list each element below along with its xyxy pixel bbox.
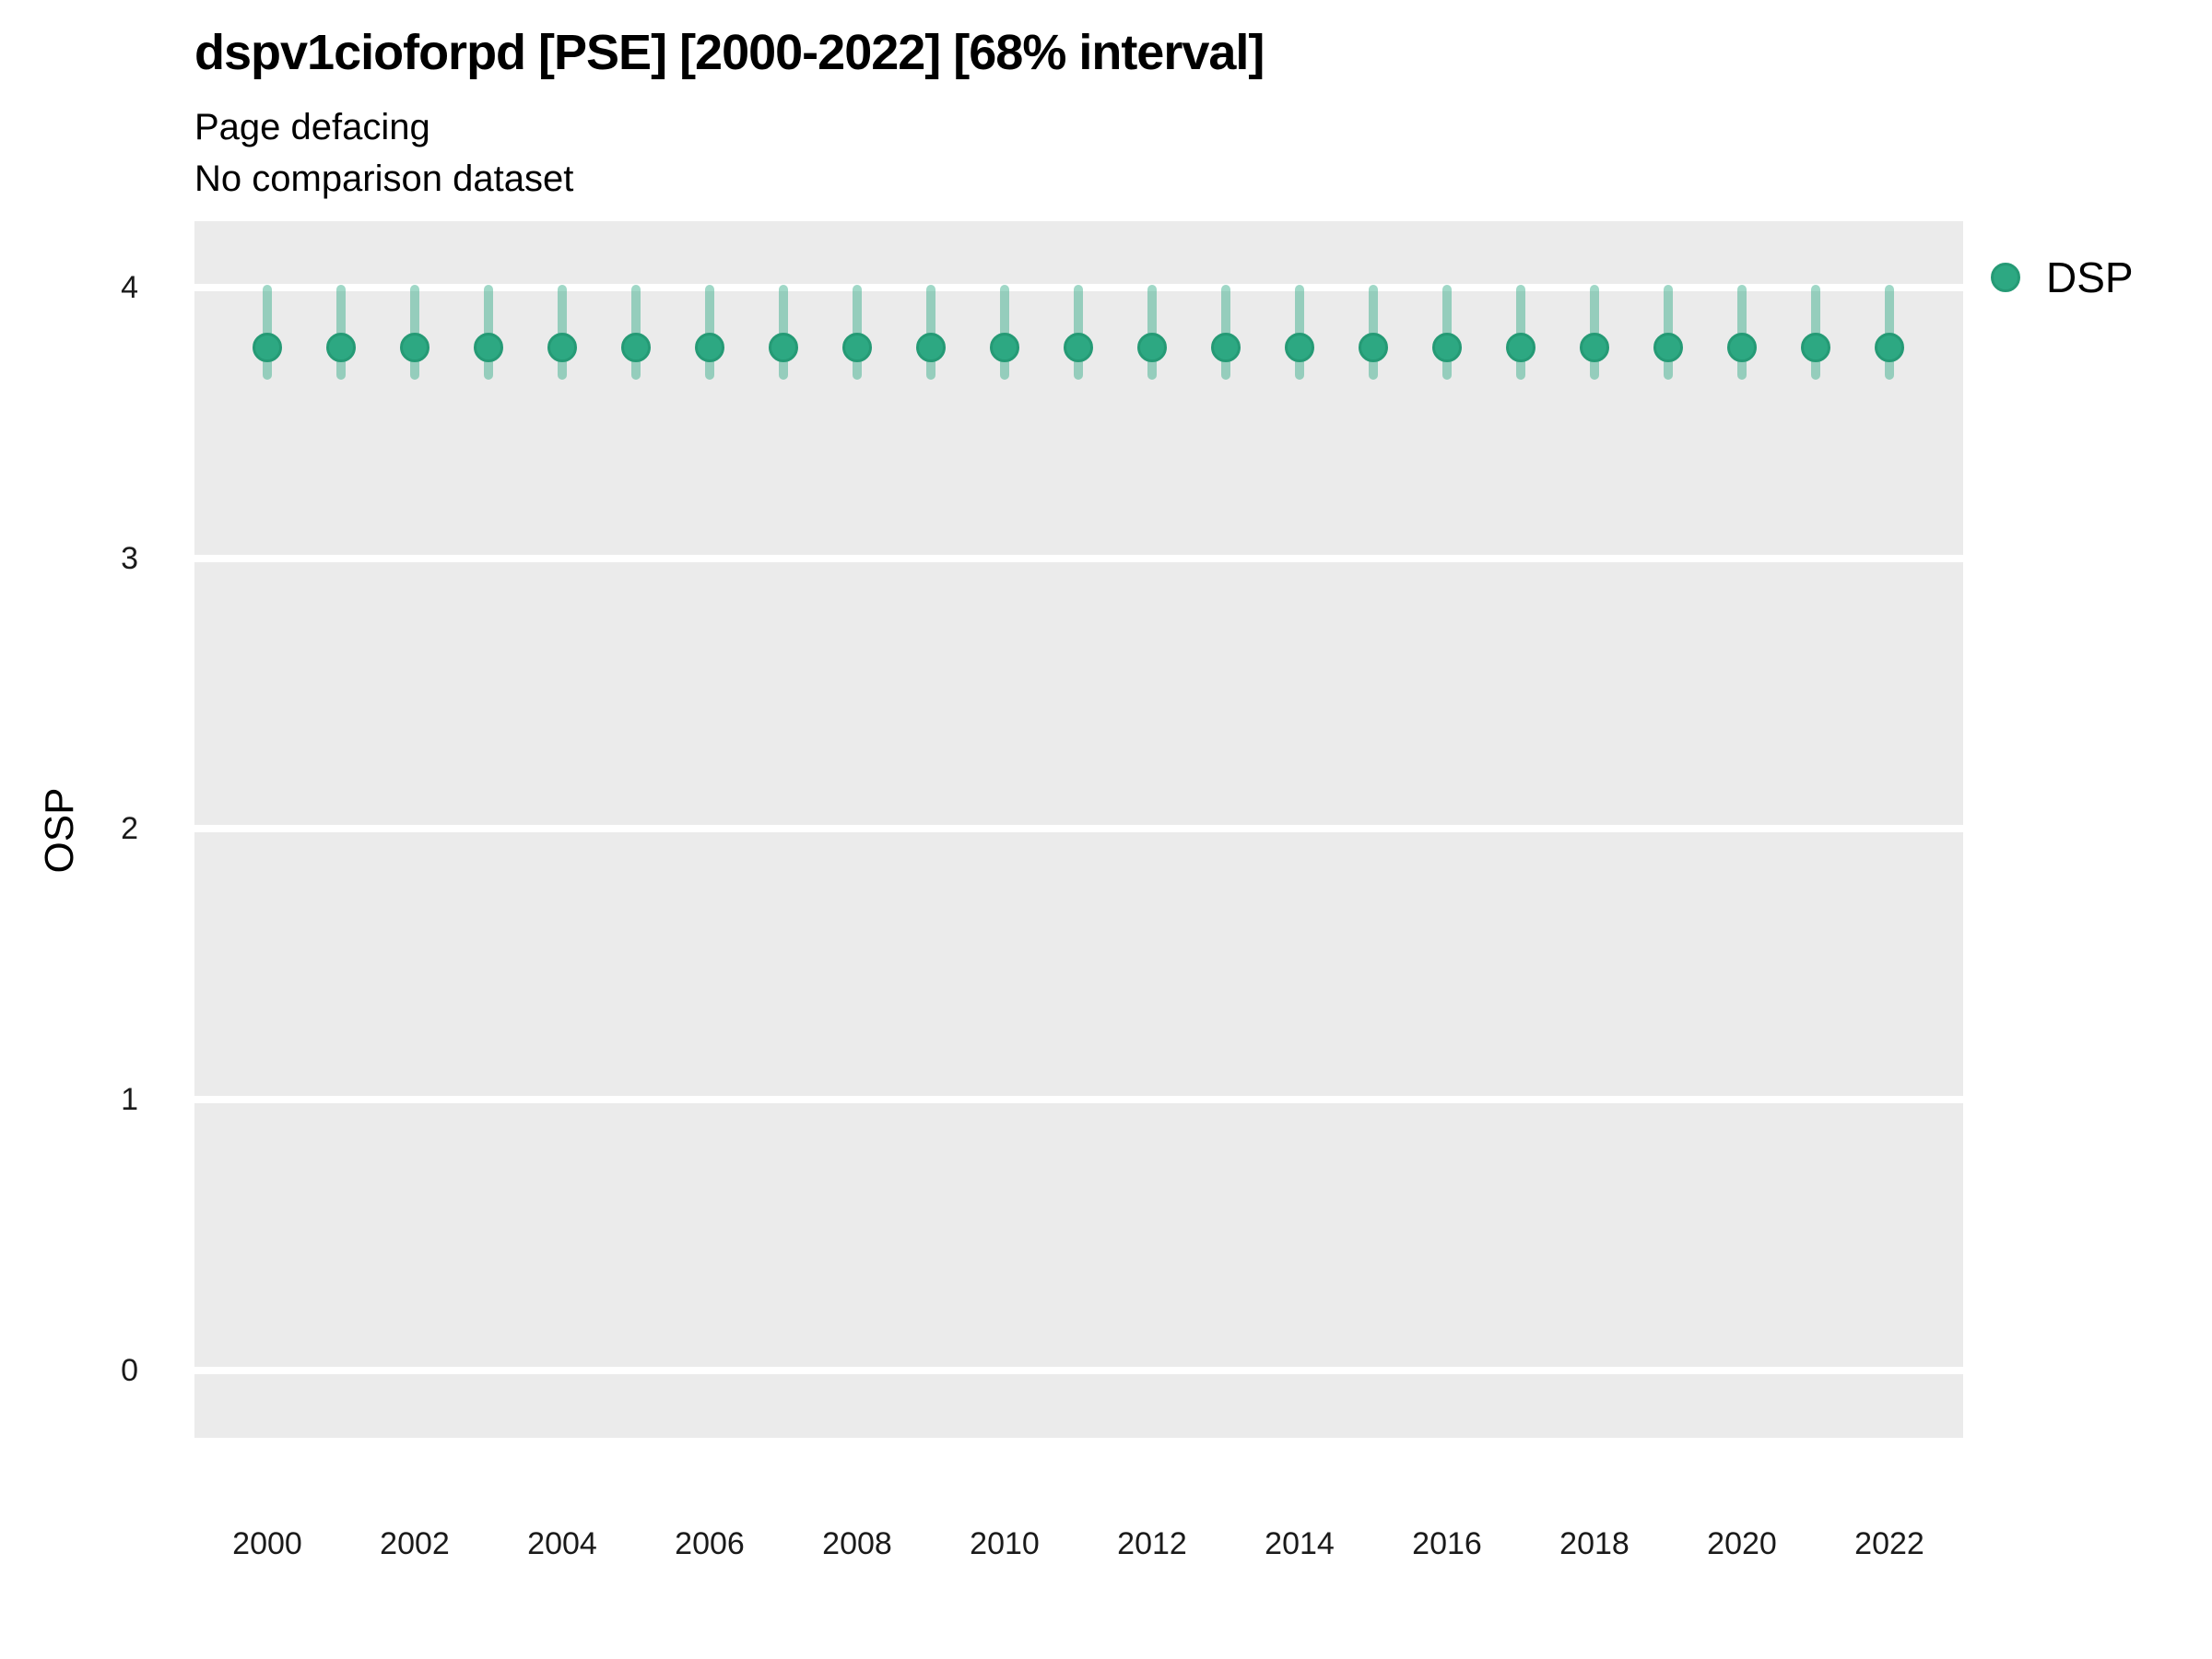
data-point: [695, 332, 724, 362]
gridline: [194, 554, 1963, 562]
error-bar: [853, 285, 862, 380]
chart-title: dspv1cioforpd [PSE] [2000-2022] [68% int…: [194, 25, 1265, 80]
legend-dot-icon: [1991, 263, 2020, 292]
error-bar: [1221, 285, 1230, 380]
x-tick-label: 2006: [675, 1526, 745, 1561]
chart-subtitle: Page defacing: [194, 107, 430, 147]
error-bar: [263, 285, 272, 380]
error-bar: [705, 285, 714, 380]
y-tick-label: 2: [121, 811, 138, 847]
chart-subtitle-2: No comparison dataset: [194, 159, 574, 199]
error-bar: [1369, 285, 1378, 380]
data-point: [1653, 332, 1683, 362]
plot-panel: [194, 221, 1963, 1438]
error-bar: [410, 285, 419, 380]
x-tick-label: 2014: [1265, 1526, 1335, 1561]
data-point: [326, 332, 356, 362]
data-point: [916, 332, 946, 362]
error-bar: [1442, 285, 1452, 380]
error-bar: [1516, 285, 1525, 380]
error-bar: [1737, 285, 1747, 380]
data-point: [1432, 332, 1462, 362]
error-bar: [558, 285, 567, 380]
data-point: [621, 332, 651, 362]
x-tick-label: 2000: [232, 1526, 302, 1561]
data-point: [400, 332, 429, 362]
data-point: [1064, 332, 1093, 362]
x-tick-label: 2016: [1412, 1526, 1482, 1561]
x-tick-label: 2008: [822, 1526, 892, 1561]
x-tick-label: 2020: [1707, 1526, 1777, 1561]
data-point: [842, 332, 872, 362]
gridline: [194, 283, 1963, 291]
x-tick-label: 2018: [1559, 1526, 1630, 1561]
data-point: [769, 332, 798, 362]
legend-label: DSP: [2046, 253, 2134, 301]
error-bar: [1811, 285, 1820, 380]
data-point: [1506, 332, 1535, 362]
data-point: [1580, 332, 1609, 362]
error-bar: [1147, 285, 1157, 380]
error-bar: [1664, 285, 1673, 380]
data-point: [1137, 332, 1167, 362]
error-bar: [779, 285, 788, 380]
data-point: [990, 332, 1019, 362]
x-tick-label: 2012: [1117, 1526, 1187, 1561]
data-point: [1359, 332, 1388, 362]
error-bar: [631, 285, 641, 380]
data-point: [1801, 332, 1830, 362]
gridline: [194, 825, 1963, 833]
data-point: [1875, 332, 1904, 362]
gridline: [194, 1095, 1963, 1103]
error-bar: [1074, 285, 1083, 380]
error-bar: [484, 285, 493, 380]
data-point: [474, 332, 503, 362]
error-bar: [926, 285, 935, 380]
x-tick-label: 2022: [1854, 1526, 1924, 1561]
legend: DSP: [1991, 252, 2134, 303]
error-bar: [1000, 285, 1009, 380]
error-bar: [1295, 285, 1304, 380]
error-bar: [336, 285, 346, 380]
data-point: [253, 332, 282, 362]
data-point: [547, 332, 577, 362]
data-point: [1211, 332, 1241, 362]
data-point: [1285, 332, 1314, 362]
error-bar: [1590, 285, 1599, 380]
y-tick-label: 0: [121, 1352, 138, 1388]
data-point: [1727, 332, 1757, 362]
y-tick-label: 4: [121, 269, 138, 305]
error-bar: [1885, 285, 1894, 380]
gridline: [194, 1366, 1963, 1374]
x-tick-label: 2002: [380, 1526, 450, 1561]
x-tick-label: 2004: [527, 1526, 597, 1561]
y-tick-label: 3: [121, 540, 138, 576]
x-tick-label: 2010: [970, 1526, 1040, 1561]
y-tick-label: 1: [121, 1081, 138, 1117]
